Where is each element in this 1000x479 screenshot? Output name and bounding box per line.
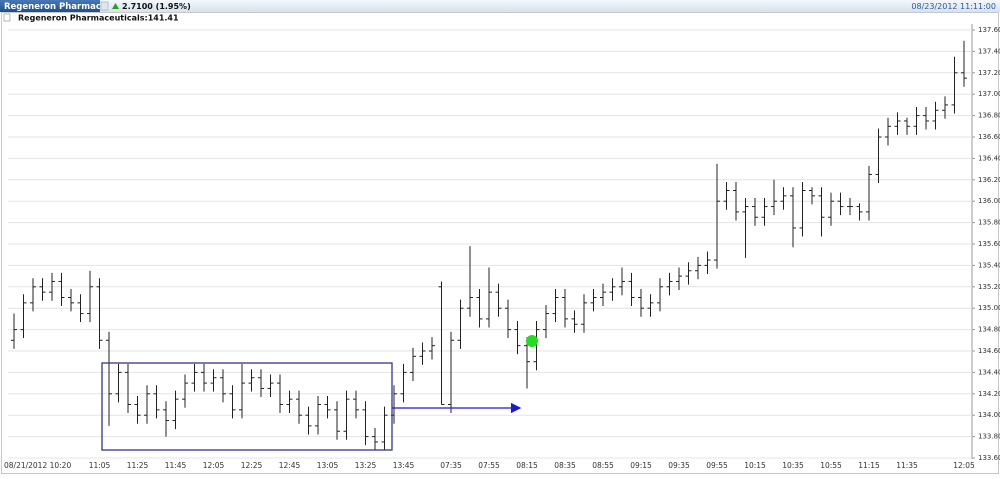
x-tick-label: 10:55: [820, 461, 842, 470]
y-tick-label: 134.40: [978, 368, 1000, 376]
range-box: [101, 362, 393, 451]
tab[interactable]: [0, 0, 100, 12]
y-tick-label: 135.40: [978, 261, 1000, 269]
y-tick-label: 135.20: [978, 283, 1000, 291]
frame: [1, 12, 999, 474]
y-tick-label: 135.00: [978, 304, 1000, 312]
x-tick-label: 11:35: [896, 461, 918, 470]
x-tick-label: 10:15: [744, 461, 766, 470]
y-tick-label: 137.40: [978, 47, 1000, 55]
tab-icon[interactable]: [100, 1, 109, 11]
x-tick-label: 07:35: [440, 461, 462, 470]
y-tick-label: 134.80: [978, 326, 1000, 334]
x-tick-label: 12:25: [241, 461, 263, 470]
x-tick-label: 08:35: [554, 461, 576, 470]
y-tick-label: 137.60: [978, 26, 1000, 34]
y-tick-label: 136.60: [978, 133, 1000, 141]
grid: [8, 29, 975, 459]
up-arrow: [112, 3, 119, 9]
timestamp: 08/23/2012 11:11:00: [911, 2, 996, 11]
x-tick-label: 12:05: [953, 461, 975, 470]
bars: [11, 40, 967, 451]
y-tick-label: 137.00: [978, 90, 1000, 98]
x-tick-label: 11:45: [165, 461, 187, 470]
x-tick-label: 12:45: [279, 461, 301, 470]
x-tick-label: 10:35: [782, 461, 804, 470]
y-tick-label: 137.20: [978, 69, 1000, 77]
x-tick-label: 13:25: [355, 461, 377, 470]
x-tick-label: 09:55: [706, 461, 728, 470]
y-tick-label: 134.00: [978, 411, 1000, 419]
x-tick-label: 11:05: [89, 461, 111, 470]
x-tick-label: 08:55: [592, 461, 614, 470]
chart-title: Regeneron Pharmaceuticals:141.41: [18, 14, 179, 23]
header-bar: [0, 0, 1000, 12]
x-tick-label: 08/21/2012 10:20: [4, 461, 71, 470]
y-tick-label: 135.80: [978, 219, 1000, 227]
x-tick-label: 09:15: [630, 461, 652, 470]
x-tick-label: 07:55: [478, 461, 500, 470]
marker-dot: [526, 335, 538, 347]
y-tick-label: 134.20: [978, 390, 1000, 398]
x-tick-label: 08:15: [516, 461, 538, 470]
y-tick-label: 136.40: [978, 154, 1000, 162]
x-tick-label: 13:45: [393, 461, 415, 470]
change: 2.7100 (1.95%): [122, 2, 191, 11]
y-tick-label: 133.80: [978, 433, 1000, 441]
x-tick-label: 09:35: [668, 461, 690, 470]
x-tick-label: 11:15: [858, 461, 880, 470]
x-tick-label: 12:05: [203, 461, 225, 470]
y-tick-label: 136.20: [978, 176, 1000, 184]
x-tick-label: 13:05: [317, 461, 339, 470]
y-tick-label: 134.60: [978, 347, 1000, 355]
y-tick-label: 136.80: [978, 112, 1000, 120]
y-tick-label: 133.60: [978, 454, 1000, 462]
x-tick-label: 11:25: [127, 461, 149, 470]
y-tick-label: 135.60: [978, 240, 1000, 248]
y-tick-label: 136.00: [978, 197, 1000, 205]
title-icon: [3, 13, 11, 22]
tab-label[interactable]: Regeneron Pharmac...: [4, 2, 111, 12]
